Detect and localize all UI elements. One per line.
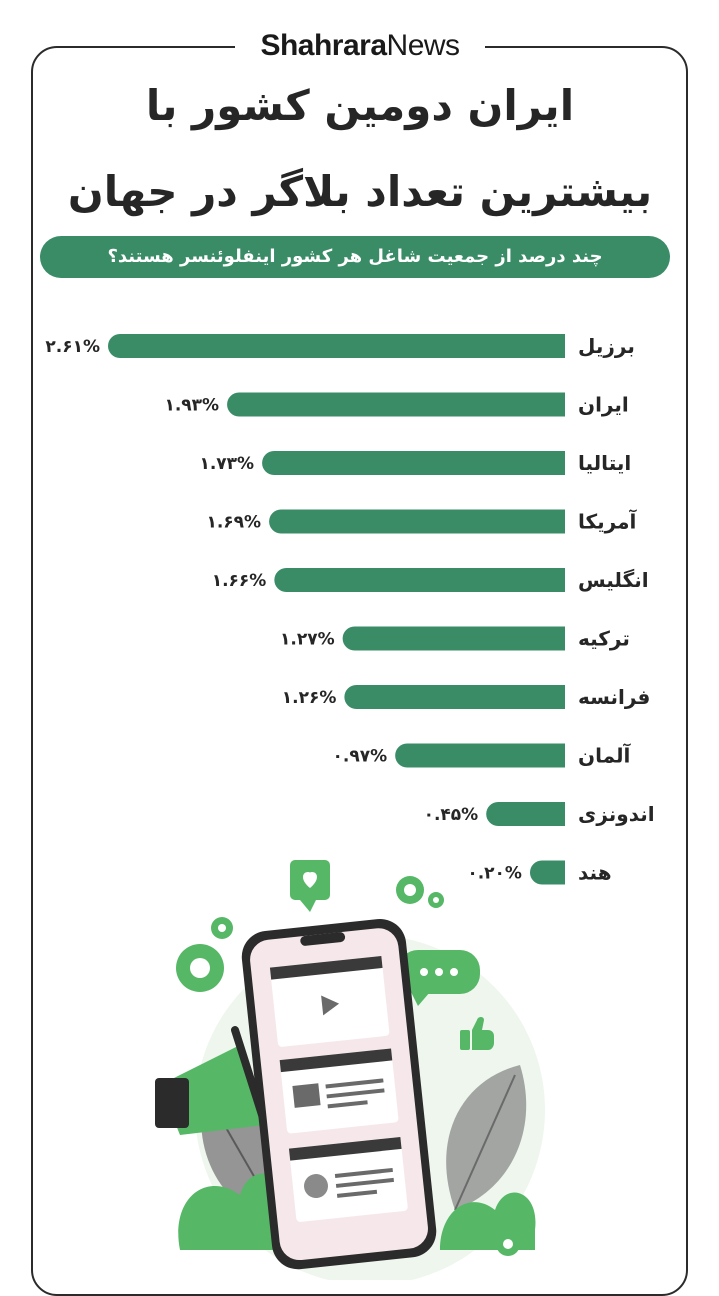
megaphone-icon	[155, 1023, 301, 1144]
bar-row: ترکیه ۱.۲۷%	[280, 626, 630, 651]
gear-icon	[428, 892, 444, 908]
bar	[274, 568, 565, 592]
bar	[269, 509, 565, 534]
bar	[529, 860, 565, 885]
brand-bold: Shahrara	[260, 29, 387, 62]
category-label: برزیل	[578, 334, 635, 358]
heart-icon	[290, 860, 330, 912]
bar	[395, 743, 565, 768]
value-label: ۱.۶۹%	[206, 513, 261, 533]
gear-icon	[211, 917, 233, 939]
brand-logo: ShahraraNews	[235, 26, 485, 66]
bar-row: فرانسه ۱.۲۶%	[282, 685, 650, 709]
bar-row: اندونزی ۰.۴۵%	[424, 802, 655, 826]
bar-row: هند ۰.۲۰%	[467, 860, 612, 885]
bar	[344, 685, 565, 709]
value-label: ۱.۷۳%	[199, 454, 254, 474]
leaf-right-vein	[454, 1074, 516, 1211]
chat-icon	[398, 950, 480, 1006]
brand-regular: News	[386, 29, 461, 62]
value-label: ۰.۹۷%	[333, 747, 388, 767]
bar-row: ایران ۱.۹۳%	[164, 392, 629, 417]
value-label: ۰.۲۰%	[467, 864, 522, 884]
category-label: فرانسه	[578, 685, 650, 709]
value-label: ۱.۲۷%	[280, 630, 335, 650]
title-line-2: بیشترین تعداد بلاگر در جهان	[67, 167, 653, 216]
gear-icon	[396, 876, 424, 904]
bar	[262, 451, 565, 475]
value-label: ۲.۶۱%	[45, 337, 100, 357]
bar	[342, 626, 565, 651]
bar-row: برزیل ۲.۶۱%	[45, 334, 635, 358]
value-label: ۰.۴۵%	[424, 805, 479, 825]
bar-row: آمریکا ۱.۶۹%	[206, 509, 637, 534]
category-label: اندونزی	[578, 802, 655, 826]
category-label: ایران	[578, 393, 629, 417]
subtitle-pill: چند درصد از جمعیت شاغل هر کشور اینفلوئنس…	[40, 236, 670, 278]
category-label: انگلیس	[578, 568, 649, 592]
title-line-1: ایران دومین کشور با	[145, 81, 575, 130]
category-label: ایتالیا	[578, 451, 631, 475]
bar	[486, 802, 565, 826]
gear-icon	[496, 1232, 520, 1256]
value-label: ۱.۲۶%	[282, 688, 337, 708]
gear-icon	[176, 944, 224, 992]
influencer-illustration	[155, 860, 545, 1280]
bar-row: انگلیس ۱.۶۶%	[212, 568, 649, 592]
bar-row: آلمان ۰.۹۷%	[333, 743, 631, 768]
thumbs-up-icon	[460, 1017, 494, 1050]
bar-chart: برزیل ۲.۶۱% ایران ۱.۹۳% ایتالیا ۱.۷۳% آمریکا ۱.…	[45, 334, 655, 885]
bar	[227, 392, 565, 417]
category-label: آمریکا	[578, 509, 637, 534]
category-label: هند	[578, 861, 612, 885]
category-label: آلمان	[578, 743, 631, 768]
value-label: ۱.۶۶%	[212, 571, 267, 591]
bar	[108, 334, 565, 358]
value-label: ۱.۹۳%	[164, 396, 219, 416]
bush-left-shape	[178, 1173, 290, 1250]
bar-row: ایتالیا ۱.۷۳%	[199, 451, 631, 475]
category-label: ترکیه	[578, 627, 630, 651]
phone-icon	[241, 919, 437, 1270]
